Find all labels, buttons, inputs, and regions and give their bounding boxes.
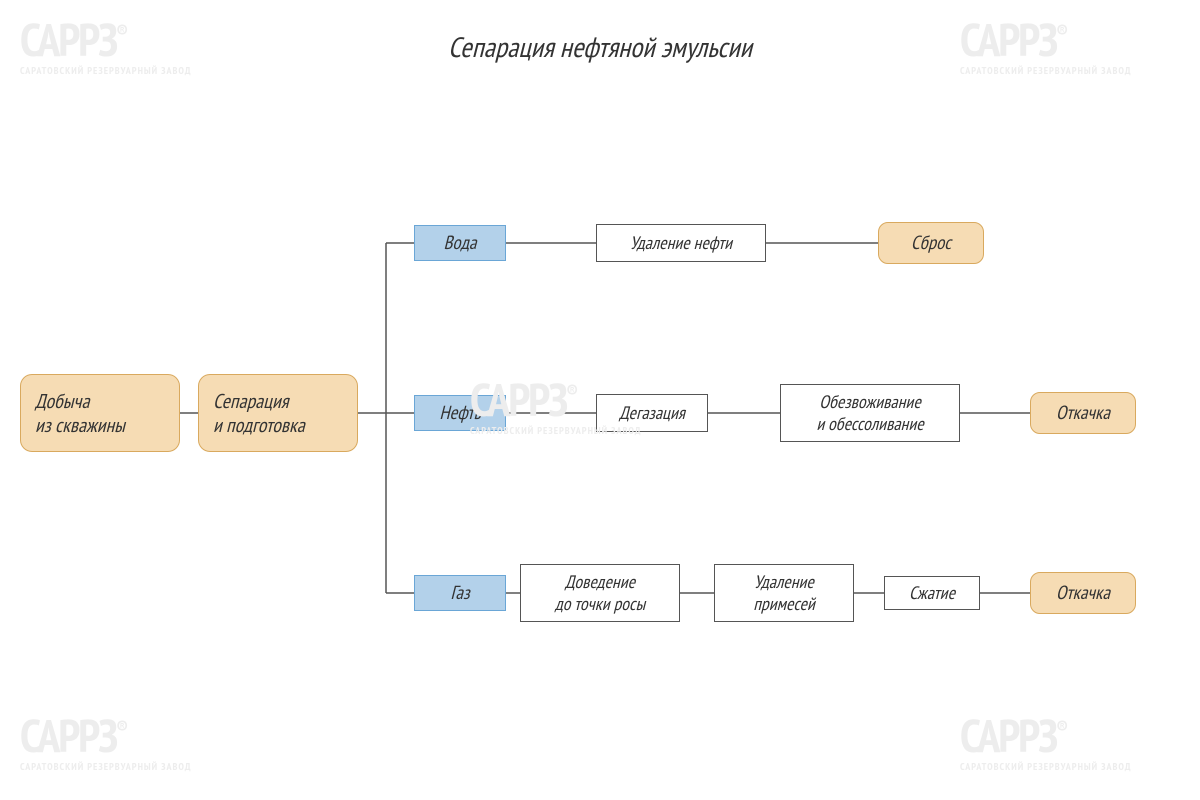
node-w_step1: Удаление нефти [596, 224, 766, 262]
diagram-title: Сепарация нефтяной эмульсии [448, 28, 752, 65]
node-o_step1: Дегазация [596, 394, 708, 432]
node-source2: Сепарацияи подготовка [198, 374, 358, 452]
node-br_gas: Газ [414, 575, 506, 611]
node-o_end: Откачка [1030, 392, 1136, 434]
node-g_step3: Сжатие [884, 576, 980, 610]
watermark: САРРЗ®САРАТОВСКИЙ РЕЗЕРВУАРНЫЙ ЗАВОД [20, 16, 192, 77]
watermark: САРРЗ®САРАТОВСКИЙ РЕЗЕРВУАРНЫЙ ЗАВОД [960, 16, 1132, 77]
node-source1: Добычаиз скважины [20, 374, 180, 452]
node-g_step2: Удалениепримесей [714, 564, 854, 622]
watermark: САРРЗ®САРАТОВСКИЙ РЕЗЕРВУАРНЫЙ ЗАВОД [20, 712, 192, 773]
node-br_water: Вода [414, 225, 506, 261]
node-w_end: Сброс [878, 222, 984, 264]
node-g_end: Откачка [1030, 572, 1136, 614]
node-o_step2: Обезвоживаниеи обессоливание [780, 384, 960, 442]
watermark: САРРЗ®САРАТОВСКИЙ РЕЗЕРВУАРНЫЙ ЗАВОД [960, 712, 1132, 773]
node-br_oil: Нефть [414, 395, 506, 431]
node-g_step1: Доведениедо точки росы [520, 564, 680, 622]
